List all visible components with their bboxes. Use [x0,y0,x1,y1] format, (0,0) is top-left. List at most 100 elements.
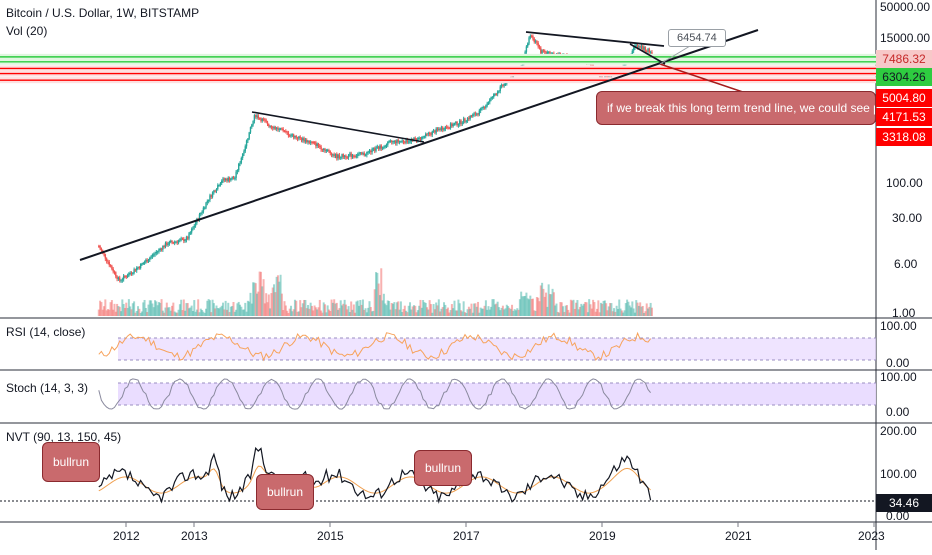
candle-body [372,148,375,150]
volume-bar [576,300,579,316]
volume-bar [263,303,266,316]
candle-body [260,118,262,121]
candle-body [474,113,477,115]
volume-bar [207,299,210,316]
candle-body [232,177,235,179]
volume-bar [165,302,168,316]
volume-bar [571,300,574,316]
volume-bar [465,312,468,316]
candle-body [248,132,250,139]
volume-bar [389,309,392,316]
candle-body [300,138,303,141]
volume-bar [470,303,473,316]
volume-bar [121,299,124,316]
candle-body [253,115,256,121]
volume-bar [487,306,490,316]
candle-body [215,188,218,192]
candle-body [274,127,277,129]
volume-bar [590,308,593,316]
candle-body [277,127,279,130]
volume-bar [118,306,121,316]
candle-body [312,142,314,144]
long-term-trend-line [79,29,759,261]
candle-body [309,141,312,143]
candle-body [245,140,248,147]
candle-body [396,139,398,144]
volume-bar [198,312,201,316]
candle-body [635,45,637,47]
candle-body [207,199,210,201]
candle-body [642,45,644,50]
volume-bar [335,302,338,316]
volume-bar [299,300,302,316]
volume-bar [252,282,255,316]
volume-bar [286,310,289,316]
candle-body [384,145,386,148]
volume-bar [633,312,636,316]
candle-body [496,91,499,95]
candle-body [606,76,609,78]
candle-body [164,242,167,247]
candle-body [651,51,653,55]
volume-bar [233,311,236,316]
volume-bar [275,276,278,316]
candle-body [198,214,201,220]
chart-title: Bitcoin / U.S. Dollar, 1W, BITSTAMP [6,6,200,20]
volume-bar [567,309,570,316]
volume-bar [127,299,130,316]
volume-bar [596,308,599,316]
volume-bar [284,305,287,316]
volume-bar [414,305,417,316]
volume-bar [449,310,452,316]
candle-body [529,35,532,38]
candle-body [272,127,274,129]
candle-body [498,90,500,92]
volume-bar [402,309,405,316]
candle-body [640,45,643,48]
volume-bar [469,308,472,316]
volume-bar [411,306,414,316]
candle-body [470,115,473,117]
volume-bar [271,287,274,316]
bullrun-callout-2: bullrun [256,474,315,510]
nvt-ma-line [98,465,651,494]
volume-bar [360,304,363,316]
volume-bar [615,305,618,316]
candle-body [487,102,490,104]
volume-bar [454,310,457,316]
candle-body [374,148,376,151]
volume-bar [228,312,231,316]
volume-bar [288,308,291,316]
candle-body [388,141,390,143]
volume-bar [237,301,240,316]
volume-bar [517,309,520,316]
volume-bar [249,292,252,316]
candle-body [224,178,227,180]
volume-bar [497,307,500,316]
axes [125,522,875,527]
candle-body [452,124,454,127]
volume-bar [103,306,106,316]
candle-body [477,113,479,115]
candle-body [541,50,543,54]
candle-body [364,154,367,156]
candle-body [122,275,125,280]
candle-body [326,150,329,152]
candle-body [134,269,137,271]
candle-body [156,251,159,253]
candle-body [465,120,467,122]
volume-bar [496,301,499,316]
candle-body [247,138,249,141]
candle-body [370,150,372,153]
volume-bar [109,302,112,316]
volume-bar [186,303,189,316]
candle-body [404,141,406,143]
price-tick: 100.00 [886,176,923,190]
volume-bar [577,309,580,316]
volume-bar [129,306,132,316]
volume-bar [399,301,402,316]
volume-bar [236,303,239,316]
candle-body [113,271,116,273]
volume-bar [174,312,177,316]
volume-bar [524,295,527,316]
